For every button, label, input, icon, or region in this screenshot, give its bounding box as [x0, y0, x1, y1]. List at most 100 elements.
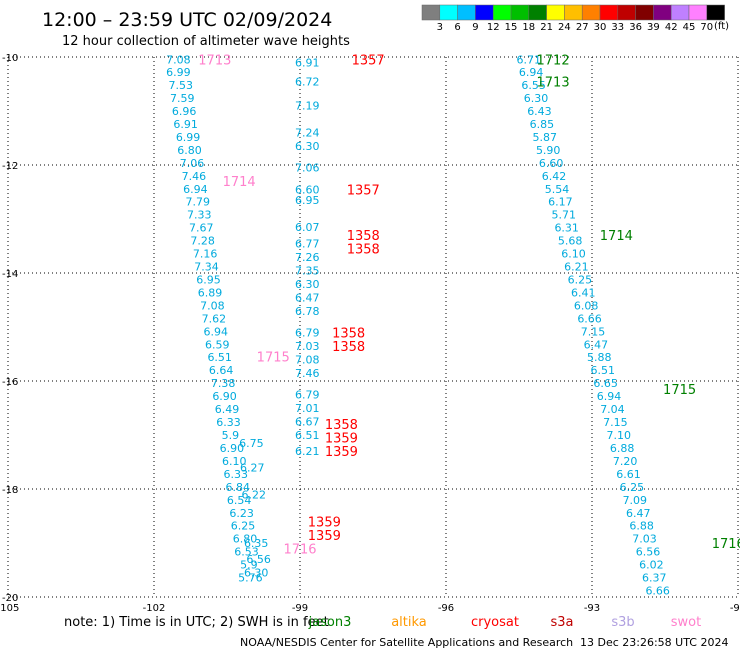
chart-title: 12:00 – 23:59 UTC 02/09/2024 [42, 9, 332, 31]
swh-value: 6.07 [295, 221, 320, 234]
swh-value: 7.46 [182, 170, 207, 183]
y-axis-ticks: -10 -12 -14 -16 -18 -20 [2, 53, 18, 604]
swh-value: 6.22 [242, 488, 267, 501]
swh-value: 6.27 [240, 461, 265, 474]
swh-value: 6.89 [198, 286, 223, 299]
swh-value: 6.64 [209, 364, 234, 377]
swh-value: 7.10 [607, 429, 632, 442]
swh-value: 7.33 [187, 209, 212, 222]
swh-value: 5.90 [536, 144, 561, 157]
swh-value: 6.55 [521, 79, 546, 92]
swh-value: 7.16 [193, 248, 218, 261]
swh-value: 6.91 [173, 118, 198, 131]
swh-value: 6.95 [295, 194, 320, 207]
swh-value: 6.59 [205, 338, 230, 351]
satellite-legend-item: jason3 [308, 615, 352, 630]
swh-value: 6.25 [568, 273, 593, 286]
color-swatch [635, 4, 654, 21]
color-scale-legend: 3 6 9 12 15 18 21 24 27 30 33 36 39 42 45 70 [421, 4, 725, 33]
swh-value: 5.71 [552, 209, 577, 222]
swh-value: 6.25 [620, 481, 645, 494]
swh-value: 5.9 [222, 429, 240, 442]
swh-value: 7.62 [202, 312, 227, 325]
swh-value: 6.90 [212, 390, 237, 403]
swh-value: 6.42 [542, 170, 567, 183]
color-swatch [546, 4, 565, 21]
swh-value: 6.56 [636, 546, 661, 559]
color-scale-label: 30 [594, 22, 607, 33]
pass-label: 1713 [537, 75, 570, 90]
swh-value: 5.68 [558, 235, 583, 248]
swh-value: 6.94 [204, 325, 229, 338]
swh-value: 6.47 [584, 338, 609, 351]
swh-value: 6.94 [597, 390, 622, 403]
swh-value: 6.56 [246, 553, 271, 566]
color-swatch [421, 4, 441, 21]
swh-value: 7.15 [603, 416, 628, 429]
swh-value: 6.67 [295, 416, 320, 429]
pass-label: 1716 [283, 542, 316, 557]
swh-value: 6.99 [176, 131, 201, 144]
color-scale-unit: (ft) [714, 21, 729, 32]
color-scale-label: 18 [522, 22, 535, 33]
color-swatch [617, 4, 636, 21]
swh-value: 6.02 [639, 559, 664, 572]
color-scale-label: 9 [472, 22, 478, 33]
pass-label: 1713 [198, 54, 231, 69]
x-tick-label: -93 [584, 603, 600, 614]
color-scale-label: 33 [611, 22, 624, 33]
pass-label: 1715 [257, 351, 290, 366]
swh-value: 7.46 [295, 367, 320, 380]
footer-note: note: 1) Time is in UTC; 2) SWH is in fe… [64, 615, 329, 630]
footer-timestamp: 13 Dec 23:26:58 UTC 2024 [580, 636, 728, 649]
pass-label: 1358 [325, 418, 358, 433]
satellite-legend-item: s3b [611, 615, 634, 630]
color-swatch [653, 4, 672, 21]
swh-value: 7.20 [613, 455, 638, 468]
pass-label: 1715 [663, 383, 696, 398]
swh-value: 5.87 [533, 131, 558, 144]
chart-grid [7, 56, 739, 598]
pass-label: 1358 [347, 243, 380, 258]
swh-value: 6.10 [561, 248, 586, 261]
swh-value: 7.08 [295, 353, 320, 366]
swh-value: 7.08 [200, 299, 225, 312]
chart-subtitle: 12 hour collection of altimeter wave hei… [62, 34, 350, 49]
y-tick-label: -12 [2, 161, 18, 172]
satellite-legend-item: swot [671, 615, 701, 630]
color-scale-label: 15 [505, 22, 518, 33]
color-swatch [670, 4, 690, 21]
swh-value: 6.61 [616, 468, 641, 481]
footer-credit: NOAA/NESDIS Center for Satellite Applica… [240, 636, 573, 649]
swh-value: 6.30 [244, 567, 269, 580]
swh-value: 6.23 [229, 507, 254, 520]
swh-value: 6.08 [574, 299, 599, 312]
y-tick-label: -16 [2, 377, 18, 388]
swh-value: 6.60 [295, 183, 320, 196]
swh-value: 6.33 [216, 416, 241, 429]
pass-label: 1359 [325, 445, 358, 460]
color-swatch [510, 4, 530, 21]
swh-value: 6.72 [295, 75, 320, 88]
swh-value: 6.47 [626, 507, 651, 520]
color-scale-label: 70 [700, 22, 713, 33]
swh-value: 6.79 [295, 326, 320, 339]
y-tick-label: -18 [2, 485, 18, 496]
swh-value: 7.19 [295, 100, 320, 113]
y-tick-label: -10 [2, 53, 18, 64]
color-swatch [599, 4, 619, 21]
swh-value: 7.06 [295, 162, 320, 175]
swh-value: 6.51 [590, 364, 615, 377]
swh-value: 6.84 [225, 481, 250, 494]
color-swatch [581, 4, 601, 21]
color-swatch [688, 4, 708, 21]
swh-value: 5.76 [238, 572, 263, 585]
swh-value: 6.30 [295, 278, 320, 291]
pass-label: 1357 [347, 183, 380, 198]
swh-value: 6.94 [519, 66, 544, 79]
color-swatch [457, 4, 476, 21]
x-tick-label: -99 [292, 603, 308, 614]
swh-value: 6.54 [227, 494, 252, 507]
color-scale-label: 24 [558, 22, 571, 33]
swh-value: 6.66 [645, 585, 670, 598]
